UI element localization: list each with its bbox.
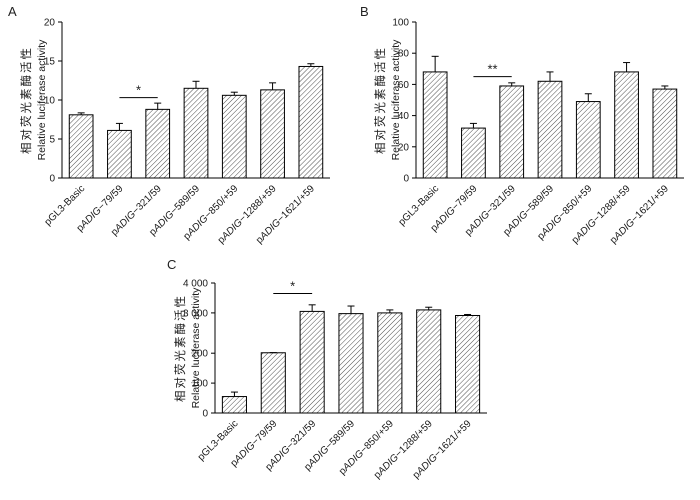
- bar-hatch: [422, 71, 448, 179]
- y-tick-label: 20: [398, 142, 410, 153]
- significance-label: *: [290, 278, 295, 293]
- y-tick-label: 80: [398, 49, 410, 60]
- bar-hatch: [107, 129, 132, 179]
- panel-a-letter: A: [8, 4, 17, 19]
- bar-hatch: [377, 312, 403, 414]
- bar-hatch: [298, 65, 324, 179]
- significance-label: **: [488, 62, 498, 77]
- bars-group: [221, 309, 481, 414]
- bar-hatch: [183, 87, 209, 179]
- y-tick-label: 3 000: [183, 308, 208, 319]
- panel-b-letter: B: [360, 4, 369, 19]
- x-labels-group: pGL3-BasicpADIG−79/59pADIG−321/59pADIG−5…: [196, 418, 474, 481]
- significance-label: *: [136, 83, 141, 98]
- bar-hatch: [260, 352, 286, 414]
- y-tick-label: 40: [398, 111, 410, 122]
- y-tick-label: 5: [49, 135, 55, 146]
- bar-hatch: [68, 114, 94, 179]
- panel-c: C 相对荧光素酶活性 Relative luciferase activity …: [130, 253, 510, 500]
- bar-hatch: [652, 88, 678, 179]
- bar-hatch: [461, 127, 486, 179]
- bar-hatch: [260, 89, 285, 179]
- panel-a: A 相对荧光素酶活性 Relative luciferase activity …: [0, 0, 350, 265]
- x-labels-group: pGL3-BasicpADIG−79/59pADIG−321/59pADIG−5…: [43, 183, 318, 246]
- panel-b: B 相对荧光素酶活性 Relative luciferase activity …: [350, 0, 700, 265]
- panel-b-chart: 0 20 40 60 80 100 pGL3-BasicpADIG−79/59pADIG−3…: [392, 18, 684, 246]
- y-tick-label: 60: [398, 80, 410, 91]
- bar-hatch: [299, 310, 325, 414]
- bar-hatch: [416, 309, 442, 414]
- y-tick-label: 0: [49, 174, 55, 185]
- panel-c-chart: 0 100 200 3 000 4 000 pGL3-BasicpADIG−79/59pA…: [183, 278, 487, 481]
- bar-hatch: [145, 108, 171, 179]
- bar-hatch: [499, 85, 525, 179]
- bars-group: [68, 65, 324, 179]
- y-ticks-group: 0 20 40 60 80 100: [392, 18, 416, 185]
- bar-hatch: [221, 94, 247, 179]
- bars-group: [422, 71, 678, 179]
- y-tick-label: 10: [44, 96, 56, 107]
- y-tick-label: 15: [44, 57, 56, 68]
- y-ticks-group: 0 100 200 3 000 4 000: [183, 279, 215, 420]
- y-tick-label: 4 000: [183, 279, 208, 290]
- error-bars-group: [230, 304, 472, 397]
- axes-group: [415, 22, 684, 179]
- axes-group: [214, 283, 487, 414]
- y-tick-label: 100: [392, 18, 409, 29]
- error-bars-group: [77, 63, 315, 131]
- y-tick-label: 200: [191, 349, 208, 360]
- y-ticks-group: 0 5 10 15 20: [44, 18, 62, 185]
- y-tick-label: 0: [202, 409, 208, 420]
- error-bars-group: [431, 55, 669, 129]
- bar-hatch: [537, 80, 563, 179]
- y-tick-label: 100: [191, 379, 208, 390]
- panel-a-chart: 0 5 10 15 20 pGL3-BasicpADIG−79/59pADIG−321/5…: [43, 18, 330, 246]
- x-labels-group: pGL3-BasicpADIG−79/59pADIG−321/59pADIG−5…: [397, 183, 672, 246]
- bar-hatch: [338, 313, 364, 414]
- bar-hatch: [575, 101, 601, 179]
- significance-group: *: [273, 278, 313, 294]
- significance-group: *: [119, 83, 158, 99]
- y-tick-label: 20: [44, 18, 56, 29]
- bar-hatch: [455, 314, 481, 414]
- y-tick-label: 0: [403, 174, 409, 185]
- panel-c-letter: C: [167, 257, 177, 272]
- bar-hatch: [221, 396, 247, 414]
- bar-hatch: [614, 71, 639, 179]
- significance-group: **: [473, 62, 512, 78]
